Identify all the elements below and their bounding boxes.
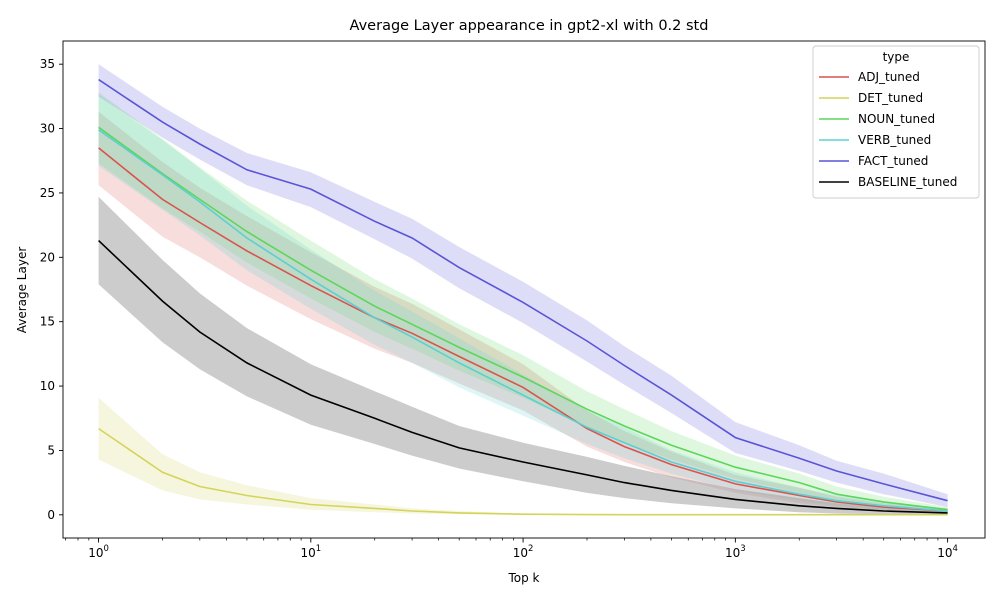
series-line-verb-tuned [98,129,948,512]
legend-item-baseline-tuned: BASELINE_tuned [819,175,957,189]
series-line-det-tuned [98,427,948,516]
series-line-fact-tuned [98,78,948,502]
chart-title: Average Layer appearance in gpt2-xl with… [350,18,709,34]
y-tick-label: 10 [40,379,55,393]
x-axis: 100 101 102 103 104 [65,538,958,560]
legend-label: ADJ_tuned [858,70,920,84]
y-tick-label: 15 [40,315,55,329]
legend-item-verb-tuned: VERB_tuned [819,133,931,147]
x-tick-label: 104 [937,544,958,560]
y-tick-label: 0 [47,508,55,522]
y-axis: 0 5 10 15 20 25 30 35 [40,57,63,522]
series-line-adj-tuned [98,147,948,512]
legend-items: ADJ_tuned DET_tuned NOUN_tuned VERB_tuned FA… [819,70,957,189]
x-tick-label: 103 [725,544,746,560]
legend-item-noun-tuned: NOUN_tuned [819,112,935,126]
x-axis-label: Top k [507,571,539,585]
legend-label: BASELINE_tuned [858,175,957,189]
series-line-noun-tuned [98,126,948,511]
y-tick-label: 25 [40,186,55,200]
legend-title: type [883,50,910,64]
legend-item-det-tuned: DET_tuned [819,91,923,105]
axes-frame [62,40,986,539]
y-tick-label: 5 [47,443,55,457]
x-tick-label: 101 [300,544,321,560]
legend-label: FACT_tuned [858,154,928,168]
y-tick-label: 20 [40,250,55,264]
confidence-band-baseline-tuned [98,196,948,515]
legend-label: NOUN_tuned [858,112,935,126]
legend-label: VERB_tuned [858,133,931,147]
legend-box [812,45,980,199]
y-tick-label: 35 [40,57,55,71]
x-tick-label: 102 [513,544,534,560]
legend: type ADJ_tuned DET_tuned NOUN_tuned VERB_tu… [812,45,980,199]
series-line-baseline-tuned [98,240,948,514]
confidence-band-fact-tuned [98,64,948,508]
legend-item-adj-tuned: ADJ_tuned [819,70,920,84]
y-tick-label: 30 [40,122,55,136]
plot-area [98,64,948,516]
legend-label: DET_tuned [858,91,923,105]
x-tick-label: 100 [88,544,109,560]
legend-item-fact-tuned: FACT_tuned [819,154,928,168]
y-axis-label: Average Layer [15,247,29,334]
